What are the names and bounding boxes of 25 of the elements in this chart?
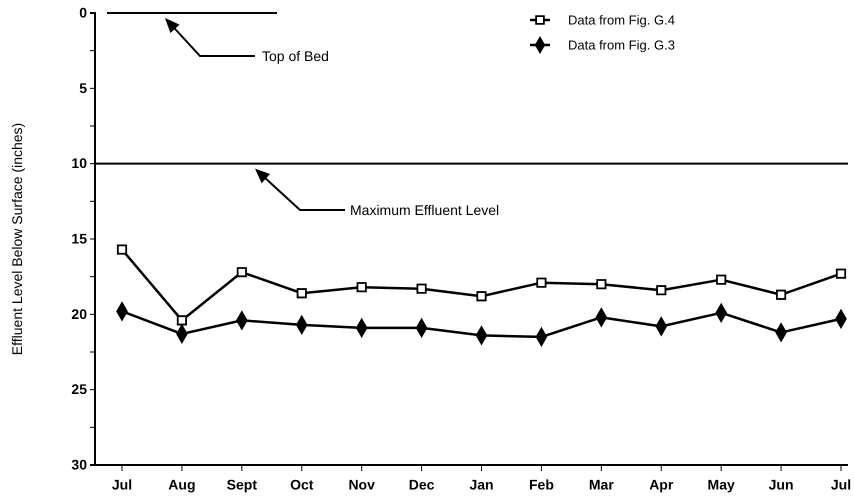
- x-tick-label: Apr: [649, 476, 674, 492]
- ref-line-label: Maximum Effluent Level: [350, 202, 500, 218]
- x-tick-label: Jan: [469, 476, 494, 492]
- x-tick-label: Mar: [588, 476, 614, 492]
- x-tick-label: Aug: [168, 476, 196, 492]
- x-tick-label: Jun: [768, 476, 794, 492]
- y-tick-label: 25: [71, 381, 88, 398]
- y-tick-label: 10: [71, 155, 88, 172]
- y-tick-label: 5: [79, 80, 88, 96]
- ref-line-label: Top of Bed: [262, 48, 329, 64]
- x-tick-label: Sept: [226, 476, 258, 492]
- x-tick-label: Feb: [528, 476, 554, 492]
- x-tick-label: Jul: [830, 476, 852, 492]
- y-tick-label: 20: [71, 306, 88, 322]
- x-tick-label: Nov: [348, 476, 376, 492]
- y-tick-label: 15: [71, 230, 88, 246]
- y-tick-label: 30: [71, 456, 88, 472]
- x-tick-label: May: [708, 476, 735, 492]
- y-tick-label: 0: [79, 4, 88, 20]
- x-tick-label: Dec: [408, 476, 435, 492]
- x-tick-label: Jul: [112, 476, 132, 492]
- y-axis-title: Effluent Level Below Surface (inches): [9, 122, 25, 356]
- x-tick-label: Oct: [290, 476, 314, 492]
- legend-label: Data from Fig. G.3: [568, 38, 675, 53]
- legend-label: Data from Fig. G.4: [568, 12, 675, 28]
